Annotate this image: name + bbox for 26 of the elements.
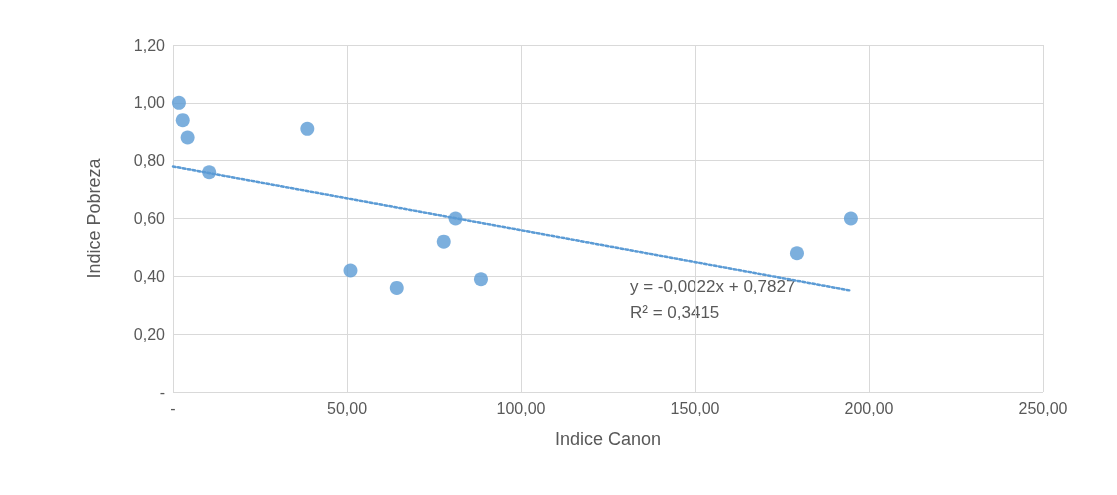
x-tick-label: 200,00 — [844, 399, 894, 417]
point — [175, 113, 190, 128]
y-tick-label: 0,60 — [133, 210, 166, 227]
x-axis-title: Indice Canon — [554, 429, 662, 449]
point — [343, 263, 358, 278]
x-tick-label: 100,00 — [496, 399, 546, 417]
point — [473, 272, 488, 287]
point — [389, 280, 404, 295]
point — [180, 130, 195, 145]
point — [300, 121, 315, 136]
point — [436, 234, 451, 249]
y-tick-label: 1,00 — [133, 94, 166, 112]
x-tick-label: 50,00 — [326, 399, 368, 417]
point — [789, 246, 804, 261]
y-tick-label: - — [159, 383, 165, 401]
annotation: y = -0,0022x + 0,7827 — [630, 277, 796, 296]
point — [843, 211, 858, 226]
y-tick-label: 0,80 — [133, 152, 166, 170]
y-tick-label: 1,20 — [133, 36, 166, 54]
x-tick-label: 250,00 — [1018, 399, 1068, 417]
y-tick-label: 0,20 — [133, 325, 166, 343]
point — [171, 95, 186, 110]
x-tick-label: 150,00 — [670, 399, 720, 417]
annotation: R² = 0,3415 — [630, 303, 720, 322]
y-axis-title: Indice Pobreza — [84, 157, 104, 279]
y-tick-label: 0,40 — [133, 267, 166, 285]
